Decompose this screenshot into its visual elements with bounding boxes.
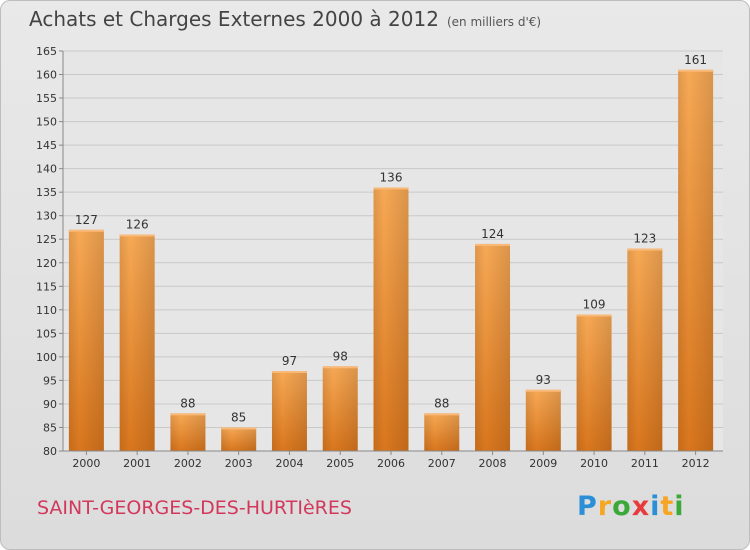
y-tick-label: 165 [36, 45, 57, 58]
y-tick-label: 120 [36, 257, 57, 270]
bar-value-label: 109 [583, 298, 606, 312]
y-tick-label: 100 [36, 351, 57, 364]
y-tick-label: 105 [36, 327, 57, 340]
bar-value-label: 127 [75, 213, 98, 227]
logo-letter: i [650, 491, 661, 522]
x-tick-label: 2012 [682, 457, 710, 470]
y-tick-label: 90 [43, 398, 57, 411]
bar-top [424, 413, 460, 416]
bar-top [678, 69, 714, 72]
x-tick-label: 2010 [580, 457, 608, 470]
bar-value-label: 88 [434, 396, 449, 410]
bar-shade [627, 248, 663, 451]
bar-value-label: 98 [333, 349, 348, 363]
x-tick-label: 2000 [72, 457, 100, 470]
x-tick-label: 2011 [631, 457, 659, 470]
y-tick-label: 125 [36, 233, 57, 246]
bar-shade [576, 314, 612, 451]
logo-letter: P [577, 491, 598, 522]
x-tick-label: 2003 [225, 457, 253, 470]
bar-value-label: 124 [481, 227, 504, 241]
bar-shade [170, 413, 206, 451]
bar-shade [322, 366, 358, 451]
y-tick-label: 135 [36, 186, 57, 199]
bar-top [627, 248, 663, 251]
place-name: SAINT-GEORGES-DES-HURTIèRES [37, 497, 352, 519]
bar-top [68, 229, 104, 232]
chart-title: Achats et Charges Externes 2000 à 2012 (e… [29, 7, 541, 31]
y-tick-label: 80 [43, 445, 57, 458]
x-tick-label: 2008 [479, 457, 507, 470]
bar-value-label: 126 [126, 218, 149, 232]
y-tick-label: 130 [36, 210, 57, 223]
bar-top [221, 427, 257, 430]
logo-letter: i [674, 491, 685, 522]
bar-value-label: 136 [380, 170, 403, 184]
y-tick-label: 115 [36, 280, 57, 293]
bar-value-label: 97 [282, 354, 297, 368]
bar-shade [373, 187, 409, 451]
bar-value-label: 85 [231, 410, 246, 424]
bar-value-label: 161 [684, 53, 707, 67]
bar-top [475, 243, 511, 246]
bar-shade [68, 229, 104, 451]
logo-letter: o [612, 491, 632, 522]
bar-shade [271, 371, 307, 451]
y-tick-label: 140 [36, 163, 57, 176]
bar-top [119, 234, 155, 237]
bar-top [525, 389, 561, 392]
y-tick-label: 155 [36, 92, 57, 105]
x-tick-label: 2002 [174, 457, 202, 470]
x-tick-label: 2009 [529, 457, 557, 470]
y-tick-label: 110 [36, 304, 57, 317]
y-tick-label: 95 [43, 374, 57, 387]
bar-value-label: 93 [536, 373, 551, 387]
bar-shade [475, 243, 511, 451]
bar-shade [119, 234, 155, 451]
logo-letter: x [631, 491, 651, 522]
logo-letter: r [597, 491, 613, 522]
y-tick-label: 150 [36, 116, 57, 129]
proxiti-logo: Proxiti [577, 491, 685, 522]
bar-value-label: 123 [633, 232, 656, 246]
chart-title-text: Achats et Charges Externes 2000 à 2012 [29, 7, 439, 31]
bar-top [373, 187, 409, 190]
x-tick-label: 2001 [123, 457, 151, 470]
bar-value-label: 88 [180, 396, 195, 410]
y-tick-label: 85 [43, 421, 57, 434]
y-tick-label: 145 [36, 139, 57, 152]
bar-shade [424, 413, 460, 451]
x-tick-label: 2007 [428, 457, 456, 470]
x-tick-label: 2006 [377, 457, 405, 470]
bar-shade [221, 427, 257, 451]
x-tick-label: 2004 [275, 457, 303, 470]
y-tick-label: 160 [36, 69, 57, 82]
bar-shade [525, 389, 561, 451]
chart-unit: (en milliers d'€) [446, 15, 542, 29]
logo-letter: t [660, 491, 675, 522]
bar-top [271, 371, 307, 373]
bar-top [322, 366, 358, 369]
x-tick-label: 2005 [326, 457, 354, 470]
bar-shade [678, 69, 714, 451]
bar-top [170, 413, 206, 416]
bar-top [576, 314, 612, 317]
